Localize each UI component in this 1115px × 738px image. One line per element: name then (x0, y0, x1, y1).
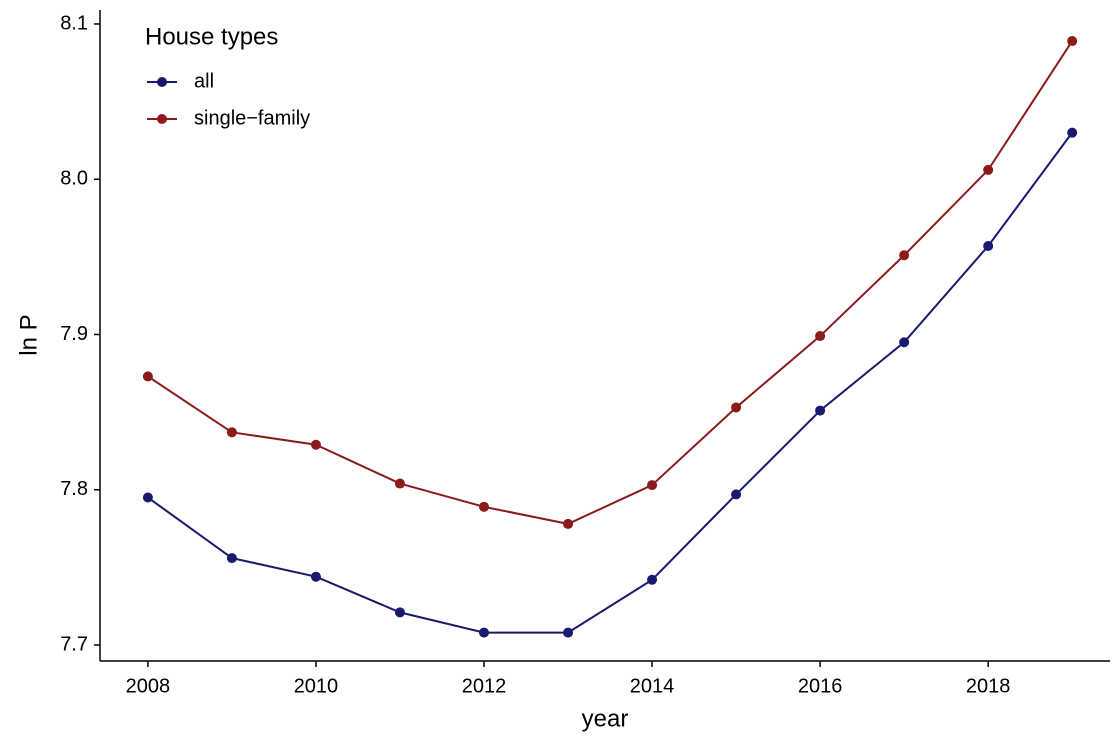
data-point (983, 240, 994, 251)
y-axis-label: ln P (15, 314, 42, 355)
data-point (899, 250, 910, 261)
legend-marker (157, 114, 167, 124)
legend-title: House types (145, 23, 278, 50)
data-point (310, 439, 321, 450)
series-line (147, 40, 1074, 525)
data-point (142, 371, 153, 382)
data-point (731, 402, 742, 413)
x-tick-label: 2018 (966, 675, 1011, 697)
data-point (479, 501, 490, 512)
data-point (394, 607, 405, 618)
x-axis-label: year (582, 705, 629, 732)
series-line (147, 132, 1073, 634)
data-point (479, 627, 490, 638)
data-point (563, 627, 574, 638)
x-tick-label: 2012 (462, 675, 507, 697)
data-point (394, 478, 405, 489)
data-point (899, 337, 910, 348)
data-point (1067, 127, 1078, 138)
y-tick-label: 7.8 (60, 478, 88, 500)
y-tick-label: 8.1 (60, 12, 88, 34)
y-tick-label: 8.0 (60, 168, 88, 190)
x-tick-label: 2010 (294, 675, 339, 697)
data-point (647, 574, 658, 585)
data-point (563, 518, 574, 529)
data-point (815, 405, 826, 416)
data-point (647, 480, 658, 491)
data-point (226, 427, 237, 438)
data-point (815, 331, 826, 342)
data-point (310, 571, 321, 582)
legend-label: single−family (194, 107, 310, 129)
y-tick-label: 7.7 (60, 633, 88, 655)
data-point (731, 489, 742, 500)
legend-marker (157, 77, 167, 87)
y-tick-label: 7.9 (60, 323, 88, 345)
data-point (226, 553, 237, 564)
x-tick-label: 2014 (630, 675, 675, 697)
data-point (983, 164, 994, 175)
data-point (142, 492, 153, 503)
x-tick-label: 2016 (798, 675, 843, 697)
legend-label: all (194, 70, 214, 92)
x-tick-label: 2008 (126, 675, 171, 697)
data-point (1067, 36, 1078, 47)
